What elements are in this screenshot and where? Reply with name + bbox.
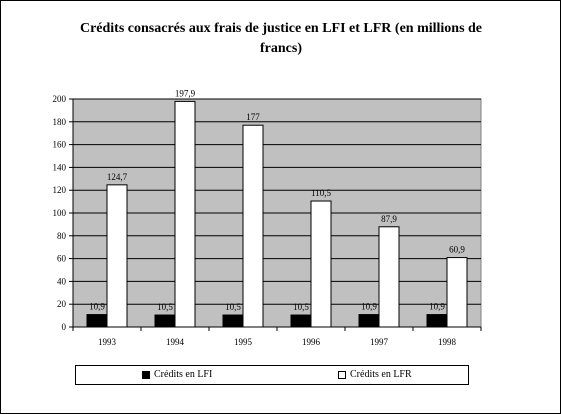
data-label: 10,9 [89, 302, 105, 312]
x-tick-label: 1995 [234, 337, 253, 347]
data-label: 10,5 [157, 302, 173, 312]
bar-lfi [426, 314, 448, 328]
bar-lfr [174, 100, 196, 328]
y-tick-label: 200 [53, 94, 67, 104]
legend-swatch-lfi [142, 370, 150, 379]
data-label: 177 [246, 112, 260, 122]
legend-item-lfr: Crédits en LFR [338, 369, 412, 380]
y-tick-label: 160 [53, 140, 67, 150]
bars [86, 100, 468, 328]
bar-lfi [86, 314, 108, 328]
data-label: 110,5 [311, 188, 331, 198]
bar-lfi [358, 314, 380, 328]
y-tick-label: 140 [53, 162, 67, 172]
data-label: 60,9 [449, 245, 465, 255]
y-tick-label: 120 [53, 185, 67, 195]
data-label: 10,9 [429, 302, 445, 312]
bar-lfi [222, 314, 244, 328]
data-label: 197,9 [175, 88, 196, 98]
y-tick-label: 100 [53, 208, 67, 218]
axes: 0 20 40 60 80 100 120 140 160 180 200 1993 1994 1995 1… [53, 94, 482, 347]
bar-lfr [446, 257, 468, 328]
y-tick-label: 20 [57, 299, 67, 309]
bar-lfi [290, 314, 312, 328]
legend-label-lfi: Crédits en LFI [154, 369, 213, 380]
y-tick-label: 40 [57, 276, 67, 286]
x-tick-label: 1996 [302, 337, 321, 347]
data-labels: 10,9 124,7 10,5 197,9 10,5 177 10,5 110,5 10,9 87… [89, 88, 465, 312]
y-tick-label: 80 [57, 231, 67, 241]
legend: Crédits en LFI Crédits en LFR [75, 365, 469, 385]
x-tick-label: 1998 [438, 337, 457, 347]
gridlines [73, 98, 481, 305]
y-tick-label: 60 [57, 254, 67, 264]
x-tick-label: 1997 [370, 337, 389, 347]
bar-lfr [310, 200, 332, 328]
bar-lfr [378, 226, 400, 328]
legend-swatch-lfr [338, 370, 346, 379]
data-label: 10,5 [293, 302, 309, 312]
data-label: 10,5 [225, 302, 241, 312]
legend-label-lfr: Crédits en LFR [350, 369, 412, 380]
bar-lfi [154, 314, 176, 328]
x-tick-label: 1993 [98, 337, 117, 347]
chart-title: Crédits consacrés aux frais de justice e… [79, 21, 483, 56]
data-label: 10,9 [361, 302, 377, 312]
legend-item-lfi: Crédits en LFI [142, 369, 212, 380]
data-label: 87,9 [381, 214, 397, 224]
y-tick-label: 180 [53, 117, 67, 127]
bar-lfr [106, 184, 128, 328]
y-tick-label: 0 [62, 322, 67, 332]
x-tick-label: 1994 [166, 337, 185, 347]
data-label: 124,7 [107, 172, 128, 182]
bar-lfr [242, 124, 264, 328]
